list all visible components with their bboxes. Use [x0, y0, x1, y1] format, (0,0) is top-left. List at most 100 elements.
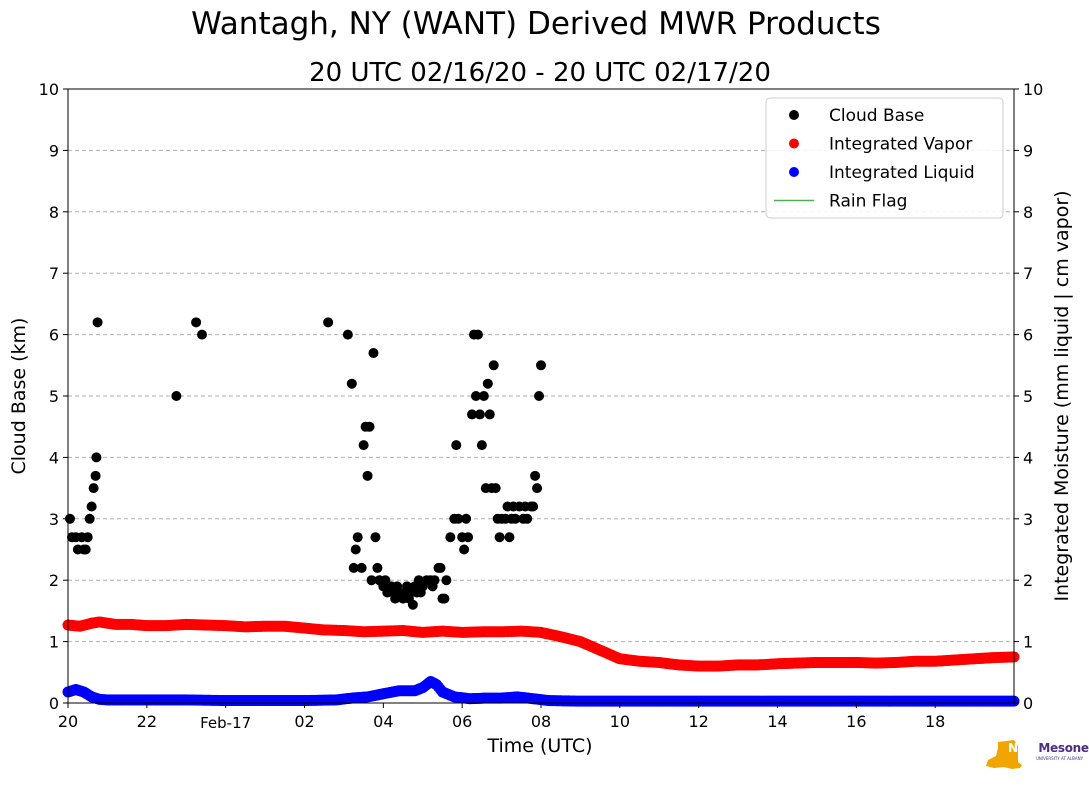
y2-tick-label: 1 — [1023, 633, 1033, 652]
x-tick-label: 10 — [610, 712, 630, 731]
cloud-base-point — [171, 391, 182, 401]
chart-title: Wantagh, NY (WANT) Derived MWR Products — [191, 6, 881, 42]
y2-axis-label: Integrated Moisture (mm liquid | cm vapo… — [1051, 190, 1073, 601]
x-tick-label: 12 — [688, 712, 708, 731]
cloud-base-point — [522, 513, 533, 524]
cloud-base-point — [474, 409, 485, 420]
y-tick-label: 2 — [49, 571, 59, 590]
x-tick-label: 04 — [373, 712, 393, 731]
cloud-base-point — [528, 501, 539, 512]
cloud-base-point — [490, 483, 501, 494]
y2-tick-label: 7 — [1023, 264, 1033, 283]
cloud-base-point — [494, 532, 505, 543]
cloud-base-point — [92, 317, 103, 328]
y2-tick-label: 9 — [1023, 141, 1033, 160]
cloud-base-point — [534, 391, 545, 401]
x-tick-label: 08 — [531, 712, 551, 731]
cloud-base-point — [80, 544, 91, 555]
cloud-base-point — [358, 440, 369, 451]
legend-label: Integrated Vapor — [829, 135, 972, 155]
cloud-base-point — [346, 378, 357, 389]
legend-label: Integrated Liquid — [829, 163, 975, 183]
logo-subtext: UNIVERSITY AT ALBANY — [1036, 756, 1084, 761]
x-tick-label: 20 — [58, 712, 78, 731]
legend-marker — [789, 138, 799, 149]
cloud-base-point — [356, 562, 367, 573]
y-tick-label: 3 — [49, 510, 59, 529]
nys-mesonet-logo: NYS Mesonet UNIVERSITY AT ALBANY — [984, 736, 1089, 776]
y2-tick-label: 8 — [1023, 203, 1033, 222]
cloud-base-point — [429, 575, 440, 586]
cloud-base-point — [536, 360, 546, 371]
cloud-base-point — [370, 532, 381, 543]
cloud-base-point — [470, 391, 481, 401]
logo-name: Mesonet — [1038, 741, 1089, 755]
cloud-base-point — [530, 470, 541, 481]
legend-label: Cloud Base — [829, 106, 924, 126]
cloud-base-point — [91, 452, 102, 463]
y2-tick-label: 4 — [1023, 448, 1033, 467]
legend-marker — [789, 110, 799, 120]
cloud-base-point — [472, 329, 483, 340]
cloud-base-point — [350, 544, 361, 555]
cloud-base-point — [484, 409, 495, 420]
cloud-base-point — [86, 501, 97, 512]
cloud-base-point — [342, 329, 353, 340]
cloud-base-point — [191, 317, 202, 328]
series-cloud-base — [64, 317, 546, 610]
cloud-base-point — [64, 513, 75, 524]
logo-nys: NYS — [1008, 741, 1035, 755]
cloud-base-point — [482, 378, 493, 389]
y2-tick-label: 10 — [1023, 80, 1043, 99]
cloud-base-point — [461, 513, 472, 524]
cloud-base-point — [362, 470, 373, 481]
chart-subtitle: 20 UTC 02/16/20 - 20 UTC 02/17/20 — [309, 58, 771, 88]
cloud-base-point — [510, 513, 521, 524]
x-tick-label: 02 — [294, 712, 314, 731]
y-tick-label: 1 — [49, 633, 59, 652]
cloud-base-point — [366, 575, 377, 586]
legend-marker — [789, 167, 799, 177]
series-integrated-liquid — [62, 676, 1020, 707]
legend: Cloud Base Integrated Vapor Integrated Liq… — [765, 97, 1004, 219]
cloud-base-point — [90, 470, 101, 481]
new-york-state-icon — [986, 740, 1022, 769]
cloud-base-point — [372, 562, 383, 573]
y-axis-label: Cloud Base (km) — [8, 318, 30, 475]
cloud-base-point — [88, 483, 99, 494]
cloud-base-point — [323, 317, 334, 328]
cloud-base-point — [459, 544, 470, 555]
y-tick-label: 5 — [49, 387, 59, 406]
cloud-base-point — [451, 440, 462, 451]
cloud-base-point — [463, 532, 474, 543]
cloud-base-point — [441, 575, 452, 586]
cloud-base-point — [368, 348, 379, 359]
x-tick-label: 22 — [137, 712, 157, 731]
x-tick-label: 18 — [925, 712, 945, 731]
cloud-base-point — [488, 360, 499, 371]
cloud-base-point — [478, 391, 489, 401]
cloud-base-point — [467, 409, 478, 420]
y2-tick-label: 2 — [1023, 571, 1033, 590]
cloud-base-point — [445, 532, 456, 543]
cloud-base-point — [82, 532, 93, 543]
cloud-base-point — [352, 532, 363, 543]
cloud-base-point — [532, 483, 543, 494]
y-tick-label: 0 — [49, 694, 59, 713]
x-tick-label: 06 — [452, 712, 472, 731]
cloud-base-point — [435, 562, 446, 573]
y-tick-label: 8 — [49, 203, 59, 222]
x-tick-label: 14 — [767, 712, 787, 731]
y2-tick-label: 5 — [1023, 387, 1033, 406]
y2-tick-label: 6 — [1023, 326, 1033, 345]
y-tick-label: 7 — [49, 264, 59, 283]
y2-tick-label: 3 — [1023, 510, 1033, 529]
legend-box — [765, 97, 1004, 219]
cloud-base-point — [453, 513, 464, 524]
cloud-base-point — [407, 599, 418, 610]
cloud-base-point — [476, 440, 487, 451]
y2-tick-label: 0 — [1023, 694, 1033, 713]
x-tick-label: Feb-17 — [200, 714, 251, 732]
